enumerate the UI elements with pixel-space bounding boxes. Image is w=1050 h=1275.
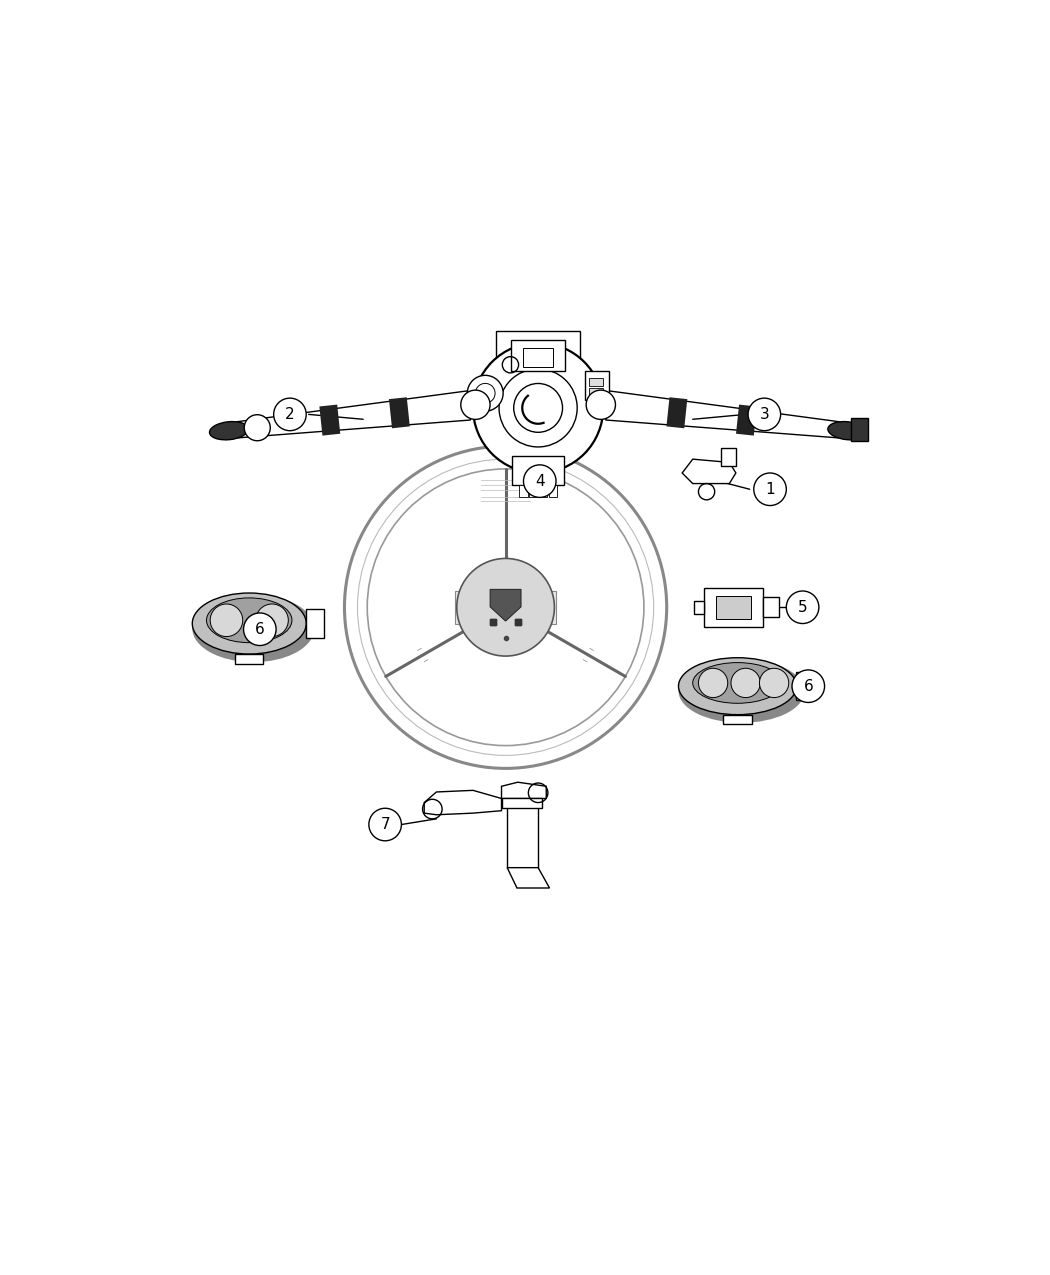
FancyBboxPatch shape (524, 348, 552, 367)
Polygon shape (606, 391, 840, 437)
FancyBboxPatch shape (797, 672, 815, 700)
FancyBboxPatch shape (511, 340, 565, 371)
Circle shape (472, 343, 603, 473)
FancyBboxPatch shape (235, 654, 264, 664)
FancyBboxPatch shape (694, 601, 705, 613)
FancyBboxPatch shape (512, 456, 564, 486)
FancyBboxPatch shape (502, 798, 542, 808)
FancyBboxPatch shape (307, 609, 324, 638)
Ellipse shape (678, 659, 804, 723)
Polygon shape (424, 790, 502, 815)
Circle shape (792, 669, 824, 703)
Circle shape (274, 398, 307, 431)
FancyBboxPatch shape (507, 807, 538, 868)
FancyBboxPatch shape (705, 588, 762, 627)
Ellipse shape (827, 422, 866, 440)
Polygon shape (388, 398, 410, 428)
Circle shape (244, 613, 276, 645)
Polygon shape (507, 868, 549, 887)
Circle shape (759, 668, 789, 697)
FancyBboxPatch shape (511, 592, 556, 623)
Circle shape (731, 668, 760, 697)
Text: 6: 6 (255, 622, 265, 636)
Circle shape (457, 558, 554, 657)
FancyBboxPatch shape (585, 371, 609, 400)
Circle shape (786, 592, 819, 623)
FancyBboxPatch shape (549, 486, 556, 496)
Circle shape (467, 375, 503, 411)
FancyBboxPatch shape (721, 448, 736, 465)
Circle shape (524, 465, 557, 497)
Ellipse shape (678, 658, 797, 715)
Circle shape (369, 808, 401, 840)
Circle shape (210, 604, 243, 636)
Circle shape (368, 469, 644, 746)
FancyBboxPatch shape (589, 377, 604, 386)
Text: 4: 4 (534, 473, 545, 488)
Polygon shape (319, 404, 340, 436)
Circle shape (357, 459, 654, 755)
FancyBboxPatch shape (520, 486, 527, 496)
Ellipse shape (192, 593, 307, 654)
Circle shape (245, 414, 270, 441)
Circle shape (499, 368, 578, 448)
Text: 7: 7 (380, 817, 390, 833)
FancyBboxPatch shape (455, 592, 500, 623)
Polygon shape (667, 398, 688, 428)
Circle shape (748, 398, 780, 431)
Ellipse shape (207, 598, 292, 643)
Circle shape (256, 604, 289, 636)
Text: 3: 3 (759, 407, 770, 422)
FancyBboxPatch shape (589, 388, 604, 395)
Circle shape (754, 473, 786, 506)
Polygon shape (490, 589, 521, 621)
Circle shape (698, 668, 728, 697)
Ellipse shape (192, 594, 314, 662)
Ellipse shape (693, 663, 782, 704)
Polygon shape (502, 783, 546, 798)
Polygon shape (736, 404, 757, 436)
Circle shape (461, 390, 490, 419)
Circle shape (586, 390, 615, 419)
Text: 6: 6 (803, 678, 813, 694)
FancyBboxPatch shape (716, 595, 751, 618)
Text: 2: 2 (286, 407, 295, 422)
Polygon shape (682, 459, 736, 483)
FancyBboxPatch shape (529, 486, 538, 496)
Text: 1: 1 (765, 482, 775, 497)
Polygon shape (236, 391, 470, 437)
FancyBboxPatch shape (496, 330, 581, 380)
FancyBboxPatch shape (723, 715, 752, 724)
FancyBboxPatch shape (852, 418, 867, 441)
FancyBboxPatch shape (539, 486, 547, 496)
FancyBboxPatch shape (762, 598, 779, 617)
Circle shape (344, 446, 667, 769)
Text: 5: 5 (798, 599, 807, 615)
Ellipse shape (210, 422, 249, 440)
